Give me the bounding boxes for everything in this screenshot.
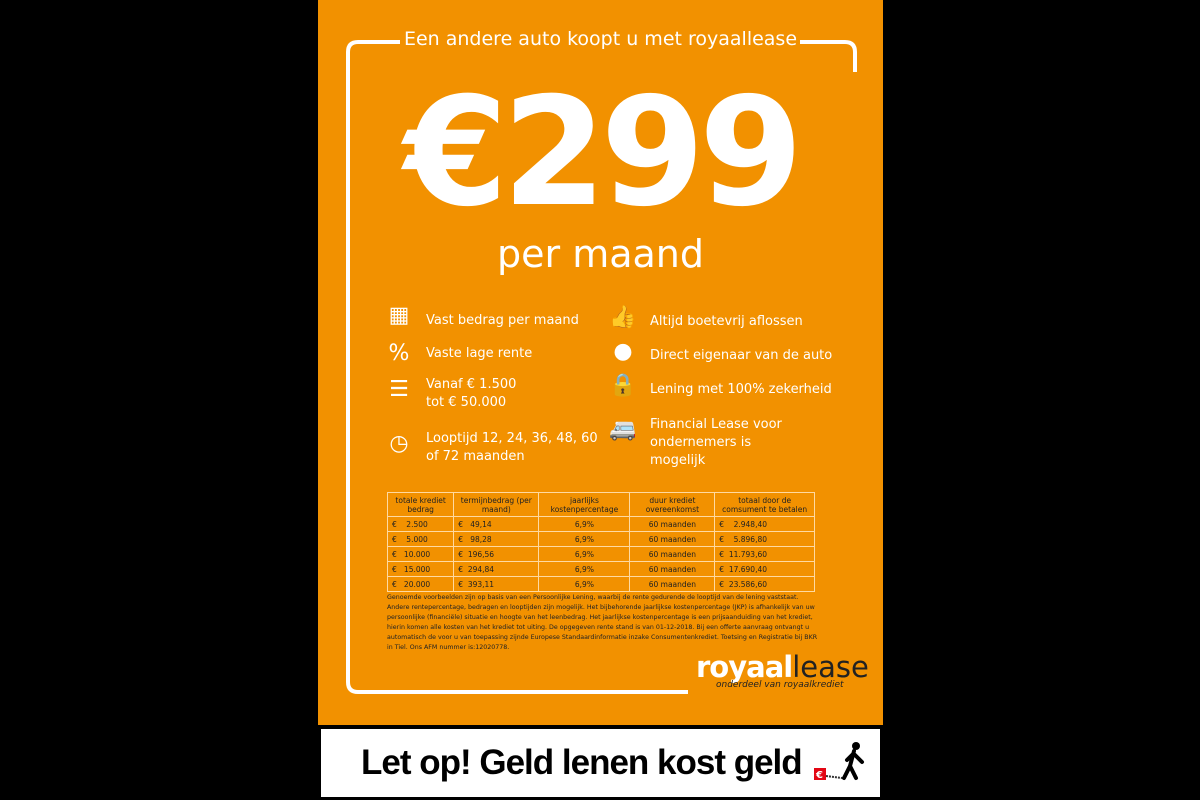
table-cell: € 98,28	[453, 531, 540, 547]
table-cell: € 49,14	[453, 516, 540, 532]
table-cell: 60 maanden	[629, 561, 716, 577]
table-cell: € 10.000	[386, 546, 455, 562]
feature: Lening met 100% zekerheid	[650, 382, 832, 397]
table-row: € 20.000 € 393,11 6,9% 60 maanden € 23.586,6…	[386, 576, 815, 592]
table-cell: 6,9%	[538, 546, 631, 562]
table-row: € 5.000 € 98,28 6,9% 60 maanden € 5.896,80	[386, 531, 815, 547]
thumbs-up-icon: 👍	[609, 305, 637, 330]
table-cell: 6,9%	[538, 561, 631, 577]
table-cell: € 15.000	[386, 561, 455, 577]
feature: Vast bedrag per maand	[426, 313, 579, 328]
logo-text: royaal	[696, 650, 793, 684]
warning-text: Let op! Geld lenen kost geld	[361, 743, 803, 782]
coins-icon: ☰	[389, 377, 409, 402]
feature: Looptijd 12, 24, 36, 48, 60 of 72 maande…	[426, 431, 598, 464]
table-cell: € 294,84	[453, 561, 540, 577]
logo-text: lease	[792, 650, 869, 684]
percent-icon: %	[388, 341, 410, 366]
feature: Altijd boetevrij aflossen	[650, 314, 803, 329]
warning-banner: Let op! Geld lenen kost geld €	[321, 729, 880, 797]
table-cell: € 5.000	[386, 531, 455, 547]
table-cell: € 20.000	[386, 576, 455, 592]
table-cell: 60 maanden	[629, 516, 716, 532]
table-cell: € 196,56	[453, 546, 540, 562]
table-cell: 60 maanden	[629, 576, 716, 592]
table-cell: 6,9%	[538, 516, 631, 532]
col-header: termijnbedrag (per maand)	[453, 492, 540, 517]
royaallease-logo: royaallease onderdeel van royaalkrediet	[696, 650, 869, 690]
van-icon: 🚐	[609, 417, 637, 442]
table-cell: € 2.500	[386, 516, 455, 532]
table-cell: € 23.586,60	[714, 576, 815, 592]
table-cell: 6,9%	[538, 531, 631, 547]
frame-decoration	[346, 40, 857, 694]
disclaimer: Genoemde voorbeelden zijn op basis van e…	[387, 594, 818, 651]
table-row: € 15.000 € 294,84 6,9% 60 maanden € 17.690,4…	[386, 561, 815, 577]
svg-text:€: €	[815, 770, 823, 781]
table-row: € 2.500 € 49,14 6,9% 60 maanden € 2.948,40	[386, 516, 815, 532]
col-header: duur krediet overeenkomst	[629, 492, 716, 517]
walking-man-euro-icon: €	[813, 742, 864, 781]
table-cell: 6,9%	[538, 576, 631, 592]
lock-icon: 🔒	[609, 373, 637, 398]
calendar-icon: ▦	[388, 303, 410, 328]
person-icon: ●	[613, 339, 633, 364]
advert-poster: Een andere auto koopt u met royaallease …	[318, 0, 883, 725]
table-cell: 60 maanden	[629, 546, 716, 562]
col-header: jaarlijks kostenpercentage	[538, 492, 631, 517]
table-cell: € 393,11	[453, 576, 540, 592]
feature: Vanaf € 1.500 tot € 50.000	[426, 377, 517, 410]
logo-tagline: onderdeel van royaalkrediet	[716, 680, 844, 690]
table-cell: € 17.690,40	[714, 561, 815, 577]
feature: Financial Lease voor ondernemers is moge…	[650, 417, 782, 468]
table-row: € 10.000 € 196,56 6,9% 60 maanden € 11.793,6…	[386, 546, 815, 562]
clock-icon: ◷	[389, 431, 409, 456]
col-header: totale krediet bedrag	[386, 492, 455, 517]
credit-table: totale krediet bedrag termijnbedrag (per…	[386, 492, 815, 592]
price: €299	[403, 66, 803, 240]
feature: Direct eigenaar van de auto	[650, 348, 833, 363]
feature: Vaste lage rente	[426, 346, 533, 361]
price-period: per maand	[497, 232, 704, 276]
table-cell: € 11.793,60	[714, 546, 815, 562]
col-header: totaal door de comsument te betalen	[714, 492, 815, 517]
table-cell: € 2.948,40	[714, 516, 815, 532]
headline: Een andere auto koopt u met royaallease	[403, 28, 798, 50]
table-cell: 60 maanden	[629, 531, 716, 547]
table-cell: € 5.896,80	[714, 531, 815, 547]
